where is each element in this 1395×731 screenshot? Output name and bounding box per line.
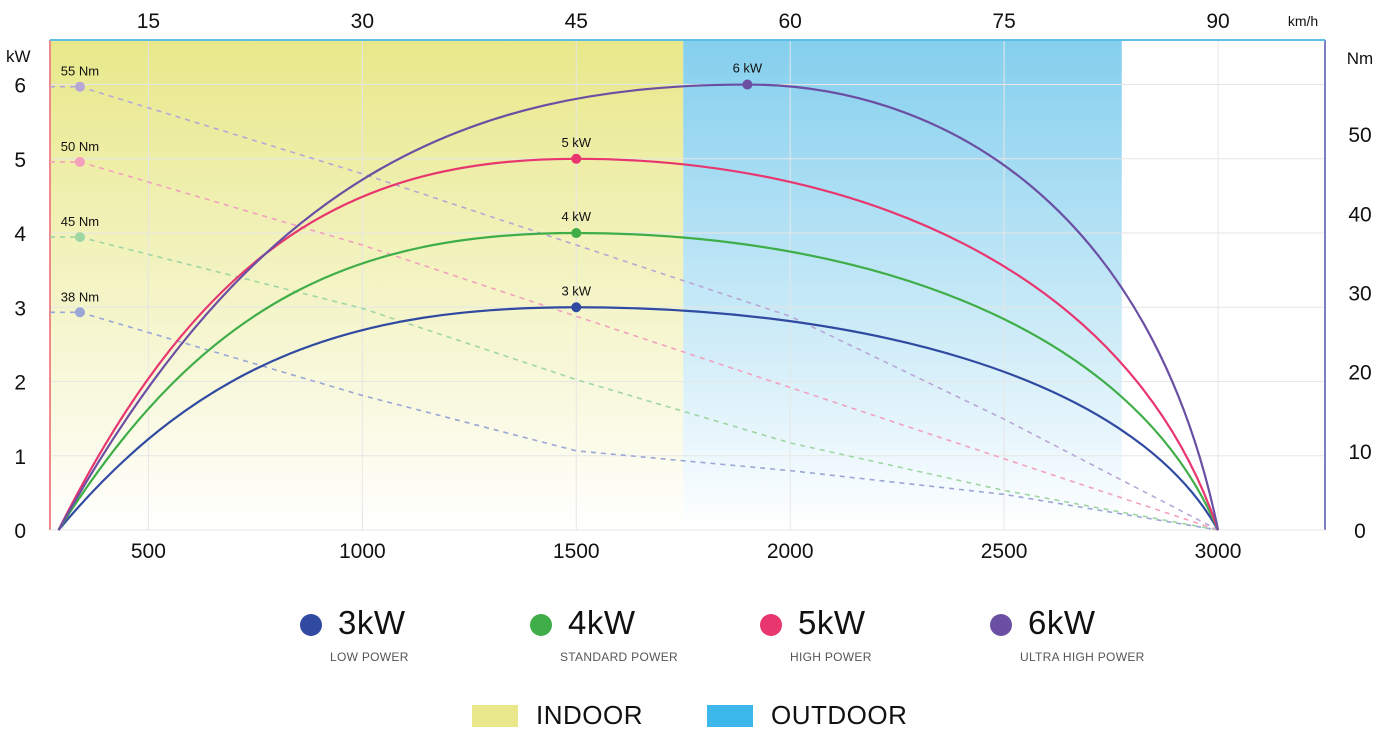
x-tick-label: 2500 (981, 540, 1028, 563)
y-tick-label: 0 (14, 520, 26, 543)
legend-sublabel: STANDARD POWER (560, 650, 678, 664)
power-layer (57, 83, 1220, 531)
torque-marker-5kw (74, 156, 85, 167)
zone-label-outdoor: OUTDOOR (771, 700, 908, 730)
torque-layer (50, 85, 1219, 531)
power-peak-label-5kw: 5 kW (561, 135, 591, 150)
torque-marker-3kw (74, 307, 85, 318)
zone-label-indoor: INDOOR (536, 700, 643, 730)
zone-legend: INDOOR OUTDOOR (0, 690, 1395, 730)
torque-label-5kw: 50 Nm (61, 139, 99, 154)
y2-tick-label: 40 (1348, 203, 1371, 226)
zones-layer (50, 40, 1122, 530)
marks-layer: 38 Nm 45 Nm 50 Nm 55 Nm 3 kW 4 kW 5 kW 6 kW (61, 61, 763, 318)
x2-tick-label: 75 (992, 10, 1015, 33)
x-tick-label: 500 (131, 540, 166, 563)
zone-swatch-outdoor (707, 705, 753, 727)
legend-label: 6kW (1028, 604, 1096, 641)
legend-dot (300, 614, 322, 636)
legend-sublabel: LOW POWER (330, 650, 409, 664)
zone-swatch-indoor (472, 705, 518, 727)
power-curve-6kw (57, 83, 1220, 531)
legend-label: 4kW (568, 604, 636, 641)
y2-tick-label: 20 (1348, 362, 1371, 385)
power-peak-label-3kw: 3 kW (561, 283, 591, 298)
x2-tick-label: 15 (137, 10, 160, 33)
torque-label-4kw: 45 Nm (61, 214, 99, 229)
power-peak-marker-5kw (571, 153, 582, 164)
y-tick-label: 6 (14, 75, 26, 98)
power-peak-label-6kw: 6 kW (733, 61, 763, 76)
power-peak-marker-6kw (742, 79, 753, 90)
x-tick-label: 3000 (1195, 540, 1242, 563)
y-tick-label: 1 (14, 446, 26, 469)
y-unit-label: kW (6, 47, 31, 66)
x2-unit-label: km/h (1288, 13, 1318, 29)
y-tick-label: 4 (14, 223, 26, 246)
power-curve-4kw (57, 231, 1220, 531)
y2-tick-label: 50 (1348, 124, 1371, 147)
zone-indoor (50, 40, 684, 530)
y2-tick-label: 0 (1354, 520, 1366, 543)
torque-line-5kw (50, 161, 1219, 531)
legend-sublabel: ULTRA HIGH POWER (1020, 650, 1145, 664)
zone-outdoor (683, 40, 1122, 530)
y-tick-label: 3 (14, 297, 26, 320)
legend-label: 5kW (798, 604, 866, 641)
y-tick-label: 5 (14, 149, 26, 172)
x-tick-label: 2000 (767, 540, 814, 563)
x-tick-label: 1000 (339, 540, 386, 563)
power-curve-3kw (57, 306, 1219, 531)
y2-tick-label: 30 (1348, 283, 1371, 306)
legend-sublabel: HIGH POWER (790, 650, 872, 664)
power-peak-marker-3kw (571, 302, 582, 313)
torque-marker-4kw (74, 232, 85, 243)
x-tick-label: 1500 (553, 540, 600, 563)
legend-label: 3kW (338, 604, 406, 641)
y2-tick-label: 10 (1348, 441, 1371, 464)
grid-layer (50, 40, 1325, 530)
torque-line-6kw (50, 85, 1219, 531)
torque-label-6kw: 55 Nm (61, 64, 99, 79)
x2-tick-label: 60 (779, 10, 802, 33)
power-legend: 3kW LOW POWER 4kW STANDARD POWER 5kW HIGH POW… (0, 600, 1395, 670)
power-peak-marker-4kw (571, 228, 582, 239)
power-curve-5kw (57, 157, 1220, 531)
legend-dot (530, 614, 552, 636)
power-peak-label-4kw: 4 kW (561, 209, 591, 224)
y2-unit-label: Nm (1347, 49, 1373, 68)
x2-tick-label: 45 (565, 10, 588, 33)
torque-label-3kw: 38 Nm (61, 289, 99, 304)
torque-marker-6kw (74, 81, 85, 92)
y-tick-label: 2 (14, 372, 26, 395)
legend-dot (990, 614, 1012, 636)
x2-tick-label: 90 (1206, 10, 1229, 33)
legend-dot (760, 614, 782, 636)
x2-tick-label: 30 (351, 10, 374, 33)
